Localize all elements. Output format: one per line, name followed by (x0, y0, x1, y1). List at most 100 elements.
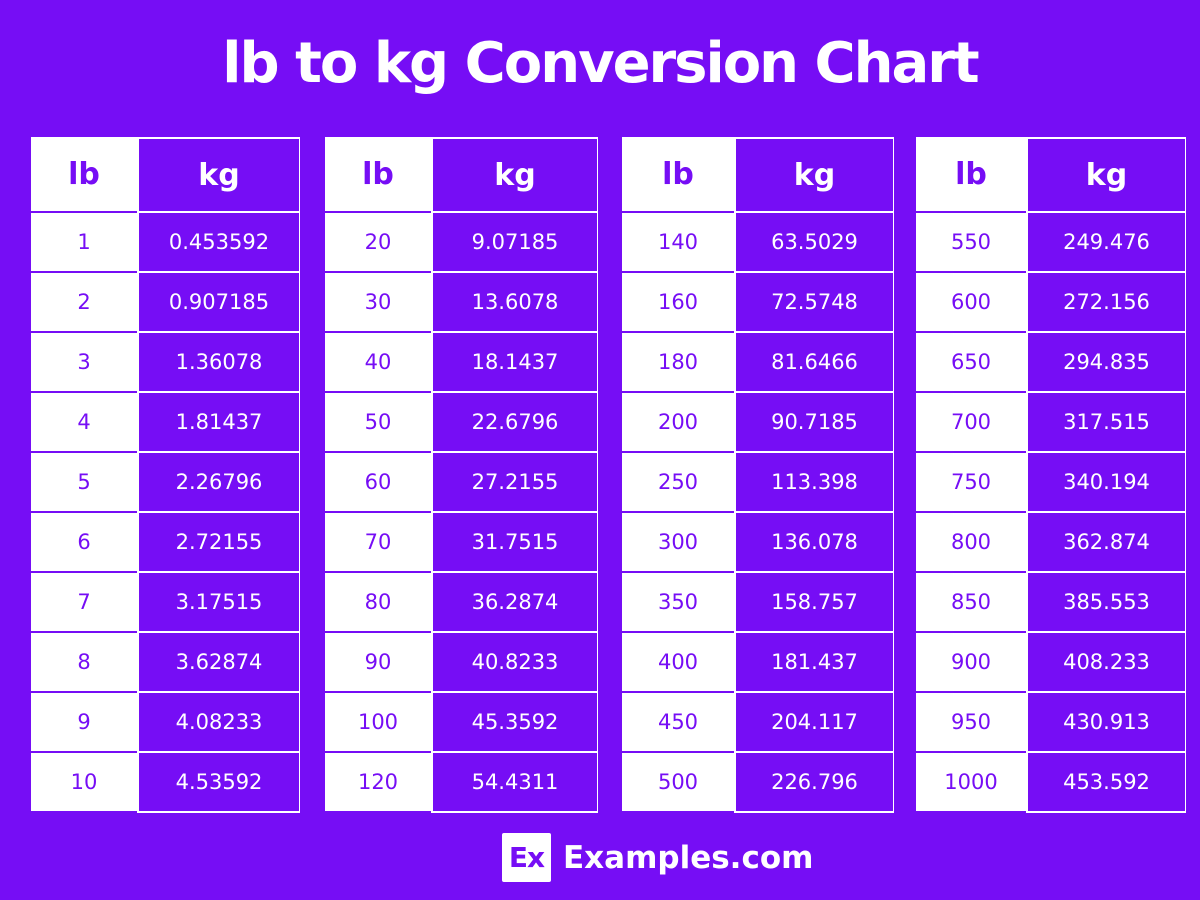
table-row: 2 0.907185 (31, 273, 300, 333)
table-row: 350 158.757 (622, 573, 894, 633)
kg-value: 63.5029 (734, 213, 894, 273)
table-row: 10 4.53592 (31, 753, 300, 813)
lb-value: 2 (31, 273, 137, 333)
table-row: 1000 453.592 (916, 753, 1186, 813)
kg-value: 0.453592 (137, 213, 300, 273)
lb-value: 200 (622, 393, 734, 453)
table-row: 30 13.6078 (325, 273, 598, 333)
table-row: 5 2.26796 (31, 453, 300, 513)
kg-value: 385.553 (1026, 573, 1186, 633)
table-row: 250 113.398 (622, 453, 894, 513)
lb-value: 180 (622, 333, 734, 393)
kg-value: 113.398 (734, 453, 894, 513)
kg-value: 430.913 (1026, 693, 1186, 753)
kg-value: 249.476 (1026, 213, 1186, 273)
lb-value: 750 (916, 453, 1026, 513)
header-kg: kg (137, 137, 300, 213)
kg-value: 158.757 (734, 573, 894, 633)
kg-value: 4.53592 (137, 753, 300, 813)
table-row: 700 317.515 (916, 393, 1186, 453)
conversion-table-4: lb kg 550 249.476 600 272.156 650 294.835 700 317… (916, 137, 1186, 813)
kg-value: 45.3592 (431, 693, 598, 753)
table-row: 8 3.62874 (31, 633, 300, 693)
kg-value: 22.6796 (431, 393, 598, 453)
kg-value: 204.117 (734, 693, 894, 753)
kg-value: 453.592 (1026, 753, 1186, 813)
table-header: lb kg (31, 137, 300, 213)
table-row: 750 340.194 (916, 453, 1186, 513)
lb-value: 550 (916, 213, 1026, 273)
lb-value: 20 (325, 213, 431, 273)
lb-value: 40 (325, 333, 431, 393)
table-row: 950 430.913 (916, 693, 1186, 753)
kg-value: 54.4311 (431, 753, 598, 813)
kg-value: 4.08233 (137, 693, 300, 753)
lb-value: 1 (31, 213, 137, 273)
lb-value: 9 (31, 693, 137, 753)
kg-value: 72.5748 (734, 273, 894, 333)
kg-value: 340.194 (1026, 453, 1186, 513)
lb-value: 350 (622, 573, 734, 633)
lb-value: 650 (916, 333, 1026, 393)
table-row: 70 31.7515 (325, 513, 598, 573)
lb-value: 600 (916, 273, 1026, 333)
lb-value: 30 (325, 273, 431, 333)
lb-value: 7 (31, 573, 137, 633)
table-row: 4 1.81437 (31, 393, 300, 453)
table-row: 60 27.2155 (325, 453, 598, 513)
lb-value: 80 (325, 573, 431, 633)
table-header: lb kg (622, 137, 894, 213)
table-row: 850 385.553 (916, 573, 1186, 633)
kg-value: 1.81437 (137, 393, 300, 453)
table-row: 6 2.72155 (31, 513, 300, 573)
table-row: 600 272.156 (916, 273, 1186, 333)
kg-value: 3.62874 (137, 633, 300, 693)
lb-value: 60 (325, 453, 431, 513)
table-row: 1 0.453592 (31, 213, 300, 273)
kg-value: 18.1437 (431, 333, 598, 393)
header-kg: kg (734, 137, 894, 213)
table-row: 200 90.7185 (622, 393, 894, 453)
lb-value: 140 (622, 213, 734, 273)
logo-mark: Ex (502, 833, 551, 882)
table-row: 900 408.233 (916, 633, 1186, 693)
table-row: 160 72.5748 (622, 273, 894, 333)
kg-value: 362.874 (1026, 513, 1186, 573)
header-lb: lb (622, 137, 734, 213)
lb-value: 70 (325, 513, 431, 573)
kg-value: 317.515 (1026, 393, 1186, 453)
lb-value: 6 (31, 513, 137, 573)
table-row: 140 63.5029 (622, 213, 894, 273)
lb-value: 450 (622, 693, 734, 753)
conversion-table-2: lb kg 20 9.07185 30 13.6078 40 18.1437 50 22.6796… (325, 137, 598, 813)
kg-value: 13.6078 (431, 273, 598, 333)
lb-value: 400 (622, 633, 734, 693)
table-row: 9 4.08233 (31, 693, 300, 753)
table-row: 500 226.796 (622, 753, 894, 813)
lb-value: 500 (622, 753, 734, 813)
kg-value: 226.796 (734, 753, 894, 813)
lb-value: 300 (622, 513, 734, 573)
table-row: 550 249.476 (916, 213, 1186, 273)
table-row: 80 36.2874 (325, 573, 598, 633)
header-lb: lb (916, 137, 1026, 213)
lb-value: 800 (916, 513, 1026, 573)
kg-value: 408.233 (1026, 633, 1186, 693)
lb-value: 100 (325, 693, 431, 753)
lb-value: 3 (31, 333, 137, 393)
lb-value: 700 (916, 393, 1026, 453)
lb-value: 8 (31, 633, 137, 693)
examples-logo: Ex Examples.com (502, 833, 813, 882)
table-row: 7 3.17515 (31, 573, 300, 633)
lb-value: 160 (622, 273, 734, 333)
header-lb: lb (31, 137, 137, 213)
kg-value: 3.17515 (137, 573, 300, 633)
header-kg: kg (1026, 137, 1186, 213)
kg-value: 90.7185 (734, 393, 894, 453)
lb-value: 4 (31, 393, 137, 453)
kg-value: 36.2874 (431, 573, 598, 633)
kg-value: 2.26796 (137, 453, 300, 513)
lb-value: 50 (325, 393, 431, 453)
table-row: 180 81.6466 (622, 333, 894, 393)
lb-value: 950 (916, 693, 1026, 753)
